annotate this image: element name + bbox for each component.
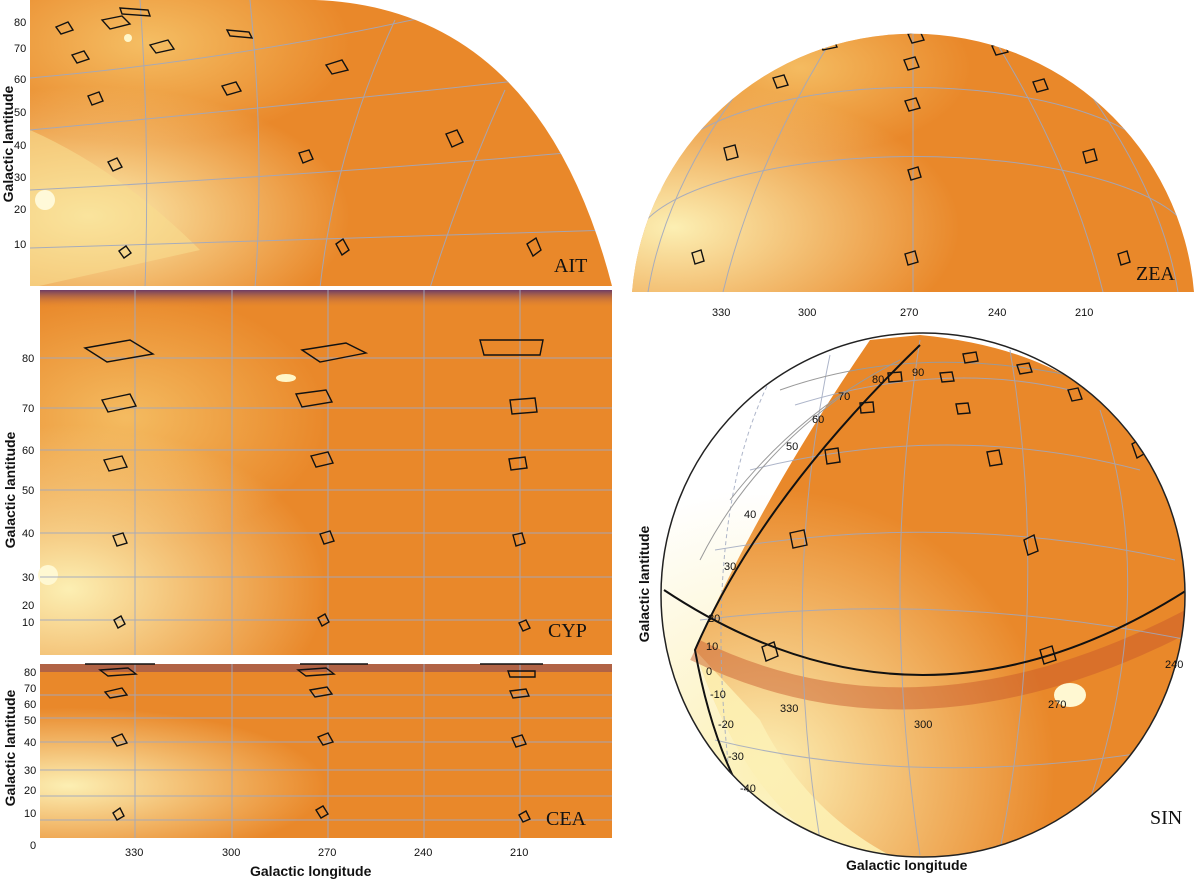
ait-lat-tick: 50 bbox=[14, 107, 26, 119]
sin-lat-tick: -30 bbox=[728, 751, 744, 763]
cea-lat-ticks: 80 70 60 50 40 30 20 10 0 bbox=[24, 667, 36, 852]
zea-lon-tick: 240 bbox=[988, 307, 1006, 319]
zea-lon-tick: 210 bbox=[1075, 307, 1093, 319]
sin-lat-tick: 70 bbox=[838, 391, 850, 403]
sin-xlabel: Galactic longitude bbox=[846, 857, 968, 873]
sin-lat-tick: 40 bbox=[744, 509, 756, 521]
cea-lon-tick: 330 bbox=[125, 847, 143, 859]
sin-lat-ticks: 90 80 70 60 50 40 30 20 10 0 -10 -20 -30… bbox=[706, 367, 924, 795]
cea-lon-tick: 240 bbox=[414, 847, 432, 859]
zea-map: ZEA 330 300 270 240 210 bbox=[632, 33, 1194, 319]
cyp-ylabel: Galactic lantitude bbox=[2, 431, 18, 549]
zea-projection-label: ZEA bbox=[1136, 263, 1175, 285]
sin-ylabel: Galactic lantitude bbox=[636, 525, 652, 643]
zea-panel: ZEA 330 300 270 240 210 bbox=[628, 10, 1200, 320]
cyp-lat-tick: 60 bbox=[22, 445, 34, 457]
cyp-lat-tick: 20 bbox=[22, 600, 34, 612]
cyp-lat-ticks: 80 70 60 50 40 30 20 10 bbox=[22, 353, 34, 629]
zea-lon-tick: 300 bbox=[798, 307, 816, 319]
zea-lon-tick: 270 bbox=[900, 307, 918, 319]
ait-lat-tick: 70 bbox=[14, 43, 26, 55]
cea-lat-tick: 20 bbox=[24, 785, 36, 797]
sin-panel: SIN 90 80 70 60 50 40 30 20 10 0 -10 -20… bbox=[620, 320, 1200, 883]
cea-lon-ticks: 330 300 270 240 210 bbox=[125, 847, 528, 859]
cea-lat-tick: 80 bbox=[24, 667, 36, 679]
sin-lon-ticks: 330 300 270 240 bbox=[780, 659, 1183, 731]
sin-lat-tick: 50 bbox=[786, 441, 798, 453]
sin-lat-tick: 90 bbox=[912, 367, 924, 379]
sin-lat-tick: -10 bbox=[710, 689, 726, 701]
ait-footprints bbox=[54, 7, 542, 259]
ait-ylabel: Galactic lantitude bbox=[0, 85, 16, 203]
cea-lon-tick: 300 bbox=[222, 847, 240, 859]
cyp-projection-label: CYP bbox=[548, 620, 587, 642]
sin-lat-tick: 20 bbox=[708, 613, 720, 625]
sin-lon-tick: 330 bbox=[780, 703, 798, 715]
cyp-lat-tick: 70 bbox=[22, 403, 34, 415]
cyp-lat-tick: 30 bbox=[22, 572, 34, 584]
sin-lat-tick: -40 bbox=[740, 783, 756, 795]
cyp-lat-tick: 40 bbox=[22, 528, 34, 540]
cyp-lat-tick: 50 bbox=[22, 485, 34, 497]
sin-lat-tick: 80 bbox=[872, 374, 884, 386]
cea-lat-tick: 10 bbox=[24, 808, 36, 820]
cea-lon-tick: 210 bbox=[510, 847, 528, 859]
sin-lat-tick: 60 bbox=[812, 414, 824, 426]
sin-lon-tick: 240 bbox=[1165, 659, 1183, 671]
cea-lat-tick: 70 bbox=[24, 683, 36, 695]
cea-lat-tick: 50 bbox=[24, 715, 36, 727]
ait-lat-tick: 30 bbox=[14, 172, 26, 184]
cyp-panel: CYP 80 70 60 50 40 30 20 10 Galactic lan… bbox=[0, 290, 612, 658]
cea-ylabel: Galactic lantitude bbox=[2, 689, 18, 807]
ait-lat-ticks: 80 70 60 50 40 30 20 10 bbox=[14, 17, 26, 251]
sin-lat-tick: -20 bbox=[718, 719, 734, 731]
ait-lat-tick: 10 bbox=[14, 239, 26, 251]
cea-lon-tick: 270 bbox=[318, 847, 336, 859]
sin-lat-tick: 30 bbox=[724, 561, 736, 573]
sin-lat-tick: 10 bbox=[706, 641, 718, 653]
cyp-lat-tick: 10 bbox=[22, 617, 34, 629]
ait-panel: AIT 80 70 60 50 40 30 20 10 Galactic lan… bbox=[0, 0, 612, 288]
ait-projection-label: AIT bbox=[554, 255, 587, 277]
sin-footprints bbox=[761, 351, 1145, 665]
sin-lon-tick: 270 bbox=[1048, 699, 1066, 711]
cea-xlabel: Galactic longitude bbox=[250, 863, 372, 879]
ait-lat-tick: 60 bbox=[14, 74, 26, 86]
cyp-lat-tick: 80 bbox=[22, 353, 34, 365]
cea-panel: CEA 80 70 60 50 40 30 20 10 0 330 300 27… bbox=[0, 660, 612, 883]
sin-projection-label: SIN bbox=[1150, 807, 1182, 829]
cea-lat-tick: 40 bbox=[24, 737, 36, 749]
cea-map: CEA 80 70 60 50 40 30 20 10 0 330 300 27… bbox=[24, 663, 612, 859]
ait-lat-tick: 40 bbox=[14, 140, 26, 152]
cea-lat-tick: 0 bbox=[30, 840, 36, 852]
zea-lon-ticks: 330 300 270 240 210 bbox=[712, 307, 1093, 319]
cea-lat-tick: 60 bbox=[24, 699, 36, 711]
cyp-map: CYP 80 70 60 50 40 30 20 10 bbox=[22, 290, 612, 655]
sin-lat-tick: 0 bbox=[706, 666, 712, 678]
ait-map: AIT 80 70 60 50 40 30 20 10 bbox=[14, 0, 612, 286]
sin-map: SIN 90 80 70 60 50 40 30 20 10 0 -10 -20… bbox=[660, 332, 1186, 858]
cyp-footprints bbox=[83, 339, 544, 632]
ait-lat-tick: 20 bbox=[14, 204, 26, 216]
ait-lat-tick: 80 bbox=[14, 17, 26, 29]
cea-projection-label: CEA bbox=[546, 808, 587, 830]
cea-footprints bbox=[85, 663, 543, 823]
zea-lon-tick: 330 bbox=[712, 307, 730, 319]
cea-lat-tick: 30 bbox=[24, 765, 36, 777]
sin-lon-tick: 300 bbox=[914, 719, 932, 731]
